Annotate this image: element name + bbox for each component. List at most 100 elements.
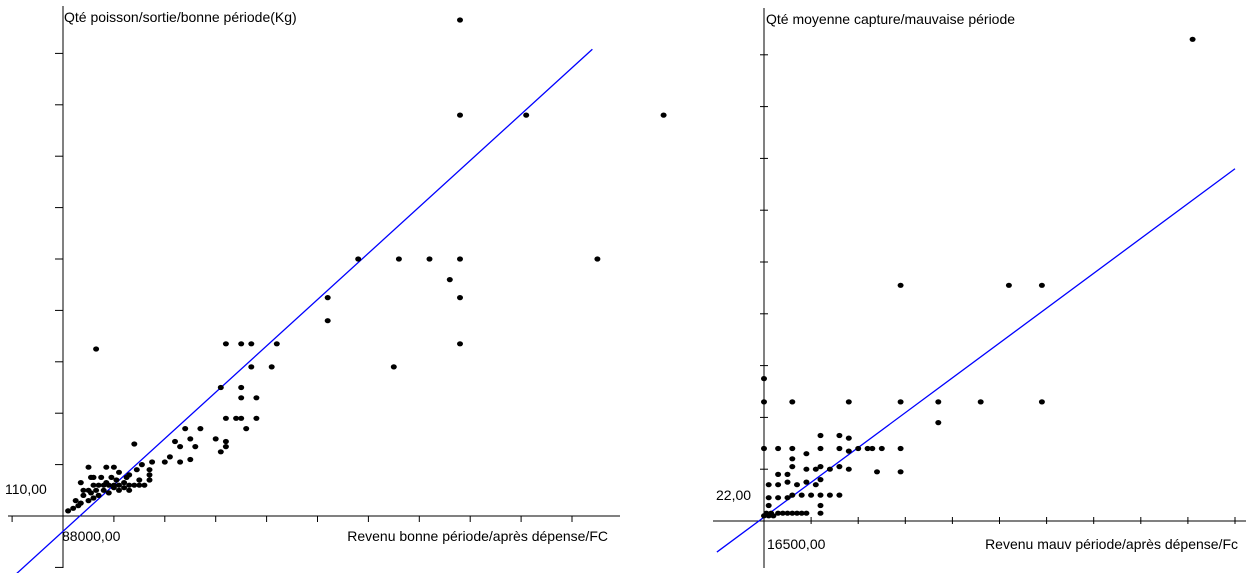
left-data-point (65, 508, 72, 514)
left-data-point (103, 464, 110, 470)
left-data-point (390, 364, 397, 370)
left-data-point (146, 472, 153, 478)
left-data-point (238, 415, 245, 421)
left-data-point (395, 256, 402, 262)
left-data-point (121, 480, 128, 486)
left-x-axis-label: Revenu bonne période/après dépense/FC (347, 528, 608, 544)
left-data-point (222, 444, 229, 450)
right-data-point (817, 510, 824, 516)
right-data-point (789, 456, 796, 462)
right-data-point (803, 451, 810, 457)
right-data-point (897, 445, 904, 452)
left-data-point (182, 426, 189, 432)
right-data-point (836, 445, 843, 452)
right-data-point (775, 495, 782, 501)
right-data-point (864, 445, 871, 452)
left-data-point (126, 482, 133, 488)
left-data-point (77, 480, 84, 486)
left-data-point (273, 341, 280, 347)
right-data-point (1005, 282, 1012, 288)
right-fit-line (716, 168, 1236, 553)
right-data-point (761, 376, 767, 382)
left-data-point (355, 256, 362, 262)
left-data-point (222, 341, 229, 347)
left-data-point (93, 346, 100, 352)
left-data-point (116, 469, 122, 475)
right-data-point (761, 445, 767, 452)
right-data-point (1038, 399, 1045, 405)
right-data-point (897, 469, 904, 475)
left-x-origin-label: 88000,00 (62, 528, 121, 544)
right-data-point (845, 435, 852, 441)
right-data-point (784, 495, 791, 501)
left-data-point (113, 477, 120, 483)
chart-left: Qté poisson/sortie/bonne période(Kg) Rev… (5, 6, 667, 573)
right-data-point (775, 482, 782, 488)
right-data-point (775, 445, 782, 452)
right-data-point (812, 466, 819, 472)
left-data-point (133, 467, 140, 473)
left-data-point (457, 341, 463, 347)
left-data-point (90, 495, 97, 501)
left-data-point (141, 482, 148, 488)
right-x-origin-label: 16500,00 (767, 536, 826, 552)
left-data-point (85, 498, 92, 504)
left-data-point (172, 438, 178, 445)
left-data-point (121, 485, 128, 491)
left-data-point (72, 498, 79, 504)
left-data-point (248, 341, 255, 347)
left-data-point (100, 487, 107, 493)
left-data-point (660, 112, 667, 118)
right-points (761, 36, 1196, 519)
left-data-point (166, 454, 173, 460)
right-data-point (817, 432, 824, 439)
left-data-point (523, 112, 530, 118)
right-data-point (775, 510, 782, 516)
left-data-point (268, 364, 275, 370)
left-data-point (594, 256, 601, 262)
right-x-axis-label: Revenu mauv période/après dépense/Fc (985, 536, 1238, 552)
right-data-point (977, 399, 984, 405)
left-points (65, 17, 667, 514)
left-data-point (248, 364, 255, 370)
right-data-point (845, 448, 852, 454)
right-data-point (836, 492, 843, 498)
right-data-point (761, 399, 767, 405)
left-data-point (192, 444, 199, 450)
right-data-point (789, 464, 796, 470)
left-data-point (457, 256, 463, 262)
left-data-point (110, 482, 117, 488)
right-data-point (855, 445, 862, 452)
left-data-point (243, 426, 250, 432)
left-data-point (187, 456, 194, 463)
right-ticks (760, 54, 1236, 524)
left-y-axis-label: Qté poisson/sortie/bonne période(Kg) (64, 9, 297, 25)
left-data-point (446, 277, 453, 283)
left-data-point (238, 395, 245, 401)
right-data-point (784, 510, 791, 516)
left-data-point (253, 395, 260, 401)
right-data-point (817, 477, 824, 483)
right-data-point (874, 469, 880, 475)
right-data-point (784, 471, 791, 477)
right-data-point (878, 445, 885, 452)
right-data-point (803, 510, 810, 516)
right-data-point (789, 445, 796, 452)
left-data-point (212, 436, 219, 442)
right-data-point (826, 466, 833, 472)
left-data-point (116, 482, 122, 488)
right-data-point (794, 482, 800, 488)
left-data-point (105, 482, 112, 488)
left-data-point (126, 472, 133, 478)
left-data-point (90, 474, 97, 480)
right-data-point (869, 445, 876, 452)
left-data-point (238, 341, 245, 347)
left-data-point (131, 482, 138, 488)
right-data-point (817, 502, 824, 509)
right-data-point (845, 399, 852, 405)
right-data-point (784, 479, 791, 485)
right-data-point (803, 466, 810, 472)
left-y-origin-label: 110,00 (5, 481, 47, 497)
right-data-point (845, 466, 852, 472)
left-data-point (136, 482, 143, 488)
